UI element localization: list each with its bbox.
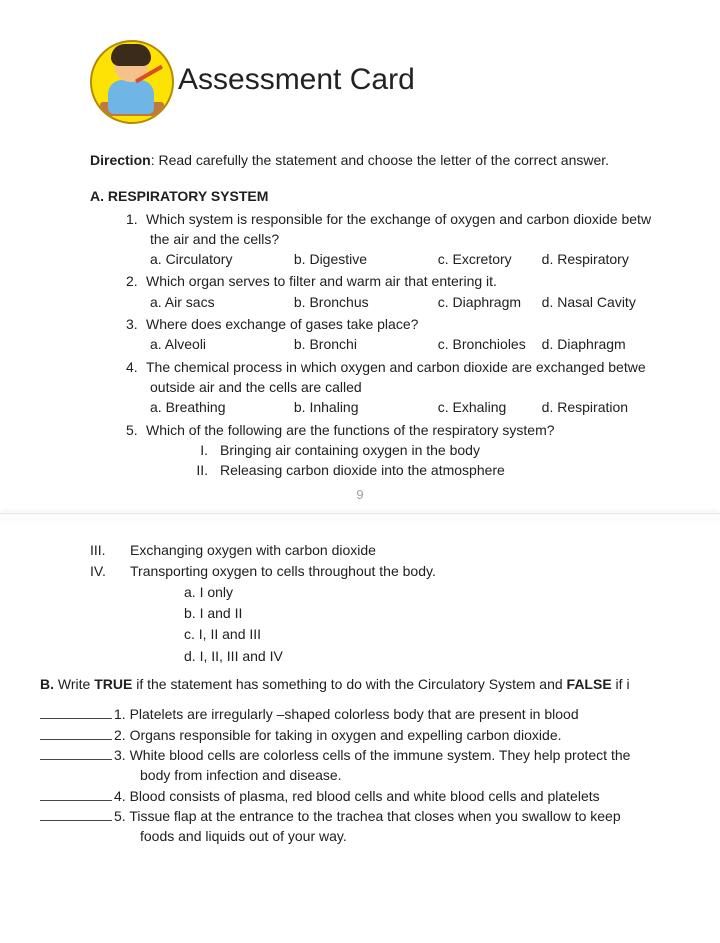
tf-text: 4. Blood consists of plasma, red blood c… [114,786,720,806]
direction: Direction: Read carefully the statement … [90,150,720,170]
option-a: a. Breathing [150,397,290,417]
header: Assessment Card [90,40,720,120]
option-a: a. Air sacs [150,292,290,312]
roman-text: Exchanging oxygen with carbon dioxide [130,542,376,558]
answer-blank[interactable] [40,786,112,801]
qtext: Which organ serves to filter and warm ai… [146,273,497,289]
option-a: a. Alveoli [150,334,290,354]
tf-text: 1. Platelets are irregularly –shaped col… [114,704,720,724]
option-b: b. Bronchi [294,334,434,354]
options: a. Breathing b. Inhaling c. Exhaling d. … [126,397,720,417]
tf-item-1: 1. Platelets are irregularly –shaped col… [40,704,720,724]
section-b-label: B. [40,676,54,692]
tf-item-5: 5. Tissue flap at the entrance to the tr… [40,806,720,826]
options: a. Circulatory b. Digestive c. Excretory… [126,249,720,269]
qnum: 1. [126,209,146,229]
tf-text: 5. Tissue flap at the entrance to the tr… [114,806,720,826]
tf-item-3: 3. White blood cells are colorless cells… [40,745,720,765]
option-b: b. I and II [184,603,720,623]
qtext: Which system is responsible for the exch… [146,211,651,227]
tf-text: 3. White blood cells are colorless cells… [114,745,720,765]
answer-blank[interactable] [40,745,112,760]
section-b-heading: B. Write TRUE if the statement has somet… [40,674,720,694]
roman-num: II. [174,460,208,480]
question-2: 2.Which organ serves to filter and warm … [126,271,720,312]
answer-blank[interactable] [40,806,112,821]
option-d: d. Respiratory [542,249,629,269]
answer-blank[interactable] [40,704,112,719]
true-word: TRUE [94,676,132,692]
tf-text: 2. Organs responsible for taking in oxyg… [114,725,720,745]
option-c: c. I, II and III [184,624,720,644]
qnum: 5. [126,420,146,440]
option-a: a. Circulatory [150,249,290,269]
direction-text: : Read carefully the statement and choos… [151,152,609,168]
page-break [0,513,720,526]
question-4: 4.The chemical process in which oxygen a… [126,357,720,418]
question-3: 3.Where does exchange of gases take plac… [126,314,720,355]
option-d: d. I, II, III and IV [184,646,720,666]
page-number: 9 [0,486,720,505]
roman-text: Releasing carbon dioxide into the atmosp… [220,462,505,478]
student-writing-icon [90,40,170,120]
question-1: 1.Which system is responsible for the ex… [126,209,720,270]
roman-num: I. [174,440,208,460]
option-a: a. I only [184,582,720,602]
qnum: 4. [126,357,146,377]
tf-item-2: 2. Organs responsible for taking in oxyg… [40,725,720,745]
roman-num: III. [90,540,120,560]
qtext: outside air and the cells are called [126,377,720,397]
false-word: FALSE [567,676,612,692]
page-title: Assessment Card [178,58,415,102]
option-b: b. Digestive [294,249,434,269]
option-d: d. Respiration [542,397,628,417]
option-b: b. Bronchus [294,292,434,312]
question-list: 1.Which system is responsible for the ex… [90,209,720,481]
options: a. I only b. I and II c. I, II and III d… [90,582,720,666]
option-c: c. Diaphragm [438,292,538,312]
direction-label: Direction [90,152,151,168]
option-c: c. Excretory [438,249,538,269]
tf-text-cont: body from infection and disease. [40,765,720,785]
options: a. Alveoli b. Bronchi c. Bronchioles d. … [126,334,720,354]
roman-text: Bringing air containing oxygen in the bo… [220,442,480,458]
section-a-heading: A. RESPIRATORY SYSTEM [90,186,720,206]
qtext: The chemical process in which oxygen and… [146,359,646,375]
roman-list: I. Bringing air containing oxygen in the … [126,440,720,481]
option-d: d. Diaphragm [542,334,626,354]
question-5-continued: III. Exchanging oxygen with carbon dioxid… [90,540,720,666]
option-b: b. Inhaling [294,397,434,417]
qtext: Where does exchange of gases take place? [146,316,418,332]
answer-blank[interactable] [40,725,112,740]
qtext: Which of the following are the functions… [146,422,555,438]
question-5: 5.Which of the following are the functio… [126,420,720,481]
option-c: c. Bronchioles [438,334,538,354]
qnum: 3. [126,314,146,334]
true-false-list: 1. Platelets are irregularly –shaped col… [40,704,720,846]
tf-text-cont: foods and liquids out of your way. [40,826,720,846]
option-d: d. Nasal Cavity [542,292,636,312]
qnum: 2. [126,271,146,291]
roman-num: IV. [90,561,120,581]
tf-item-4: 4. Blood consists of plasma, red blood c… [40,786,720,806]
option-c: c. Exhaling [438,397,538,417]
roman-text: Transporting oxygen to cells throughout … [130,563,436,579]
options: a. Air sacs b. Bronchus c. Diaphragm d. … [126,292,720,312]
qtext: the air and the cells? [126,229,720,249]
